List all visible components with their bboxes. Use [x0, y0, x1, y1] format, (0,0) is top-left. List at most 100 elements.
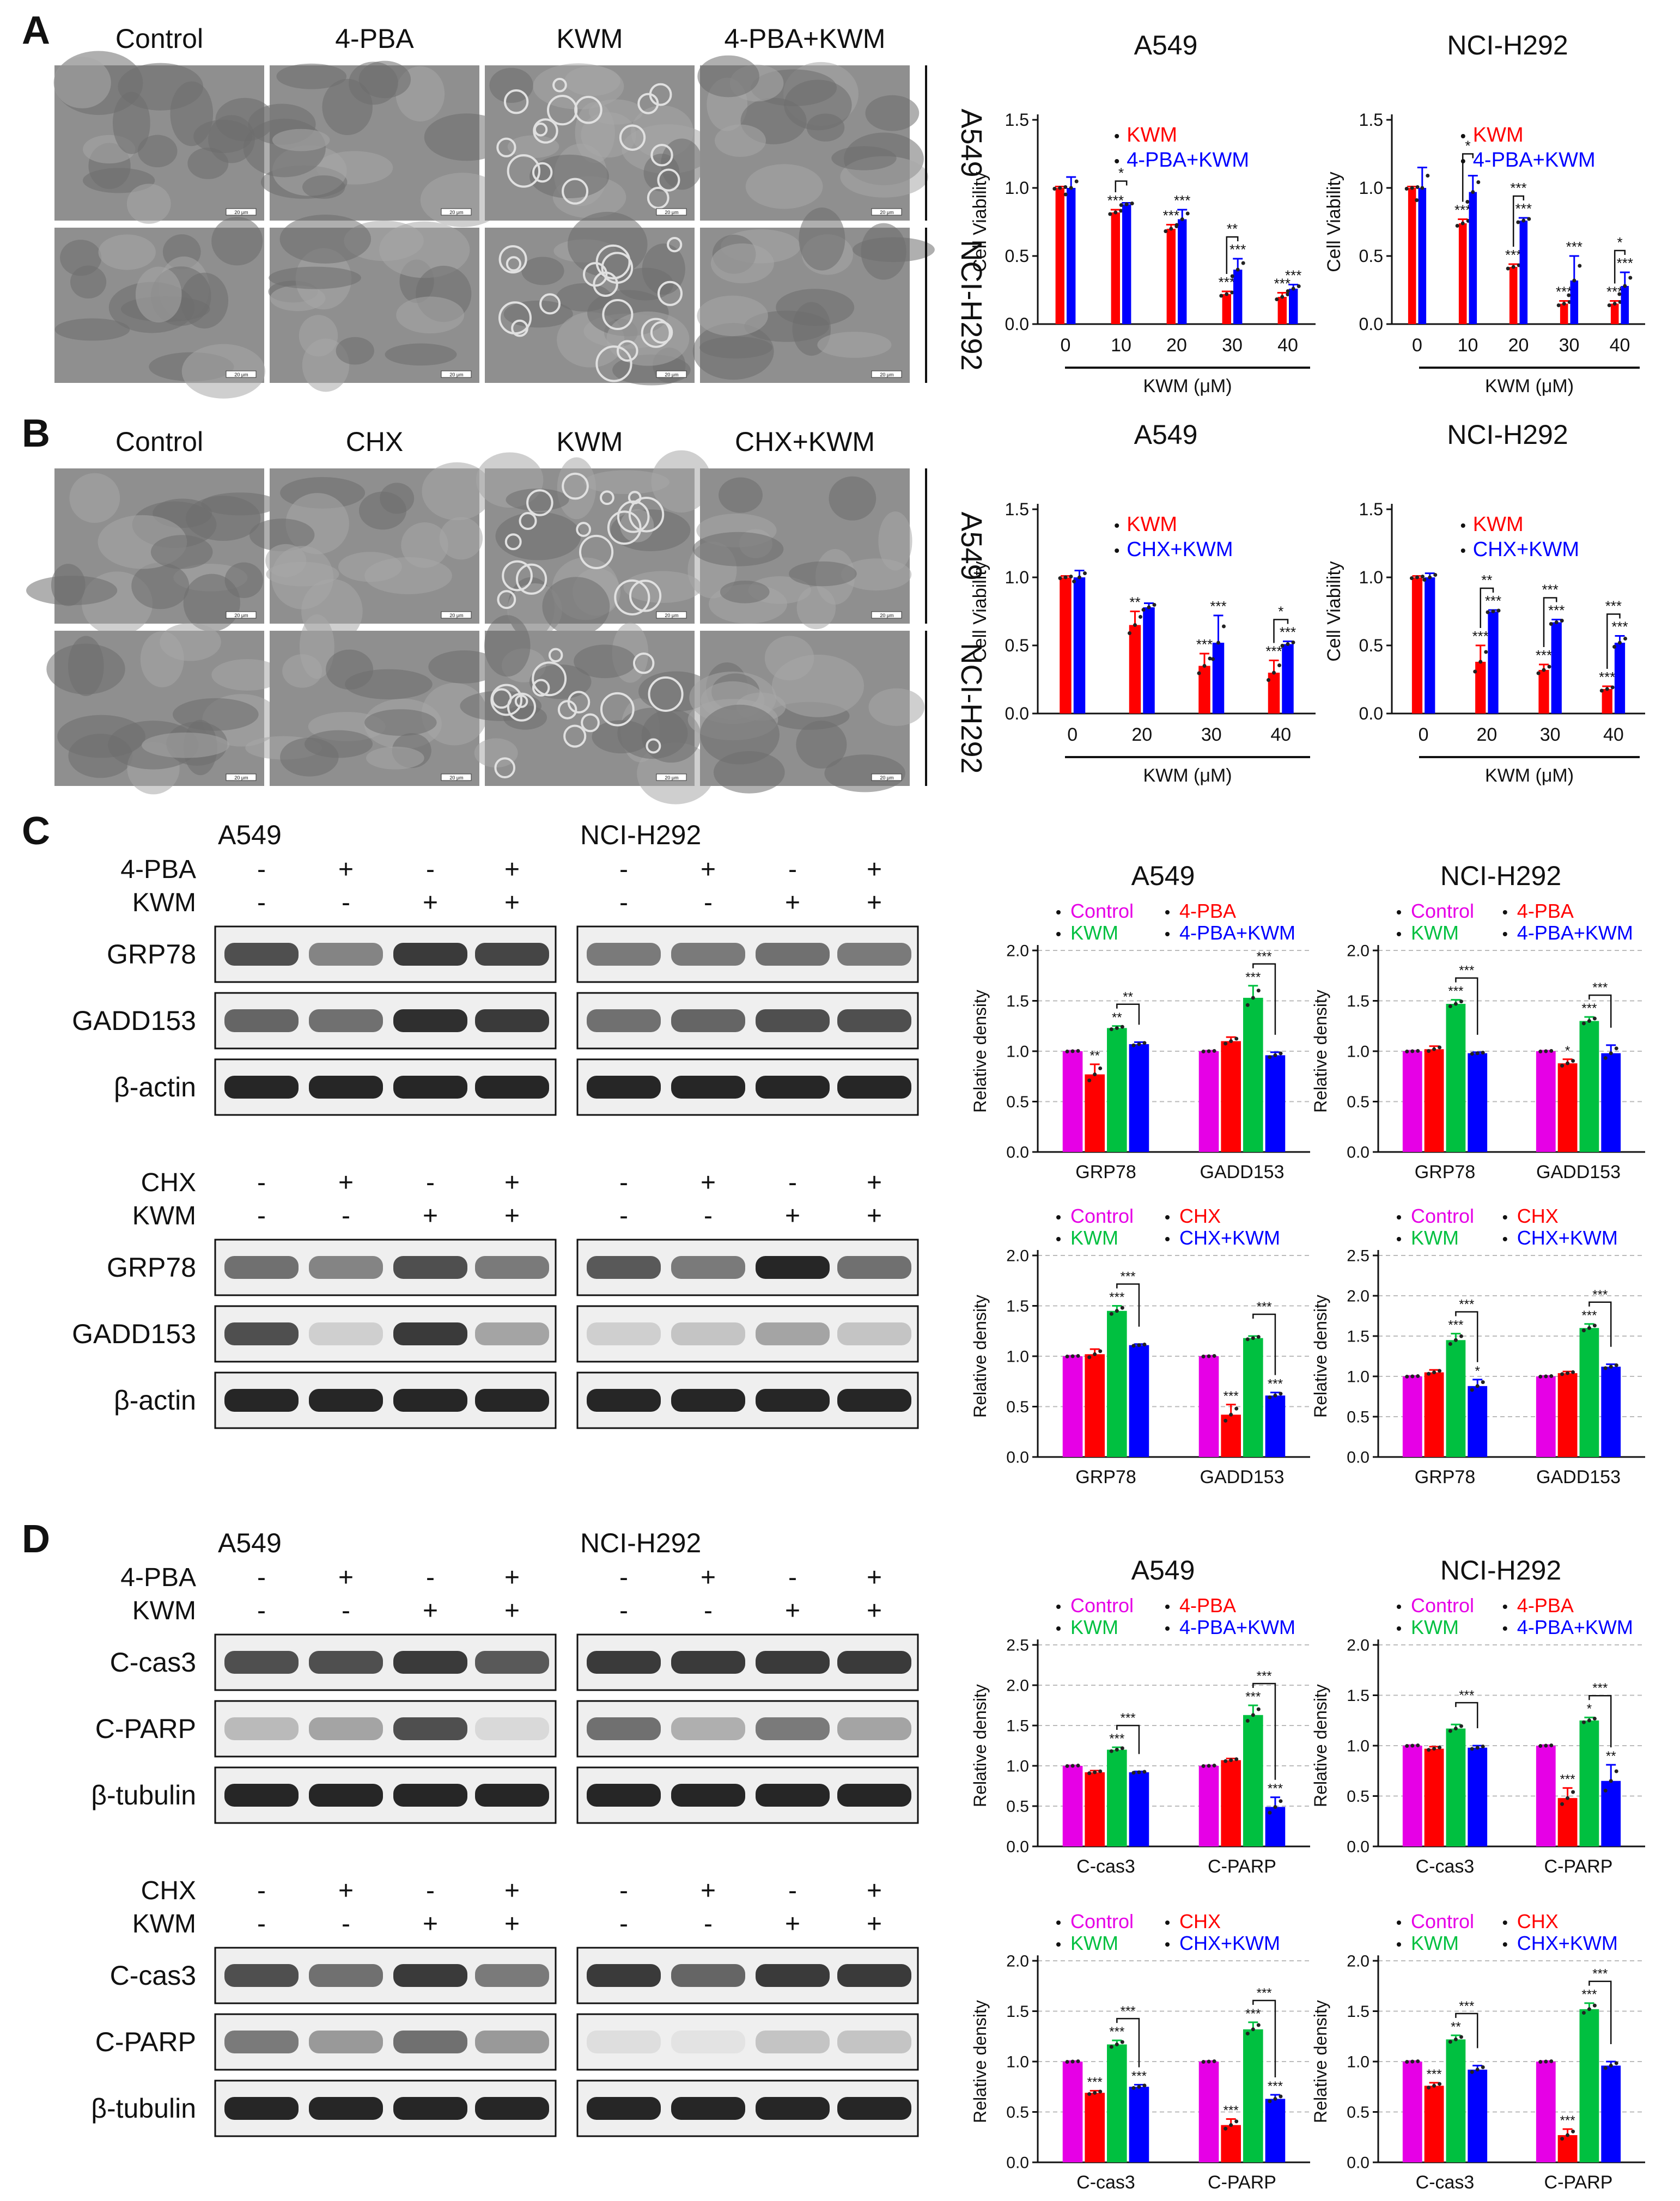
bar: [1055, 188, 1064, 324]
treatment-label: KWM: [132, 1910, 196, 1938]
legend-marker: [1502, 1626, 1507, 1631]
data-point: [1617, 292, 1622, 296]
scale-bar-label: 20 μm: [665, 372, 678, 377]
scale-bar-label: 20 μm: [449, 613, 463, 618]
data-point: [1603, 2066, 1608, 2070]
blot-strip: [214, 2013, 557, 2071]
treatment-sign: -: [257, 1876, 266, 1905]
data-point: [1201, 1355, 1206, 1359]
treatment-sign: +: [423, 1910, 438, 1938]
panel-d: D A549 NCI-H292 4-PBA - + - + - + - + KWM - - + + - - + + C-c…: [22, 1517, 919, 2137]
chart-title: A549: [1134, 30, 1198, 60]
y-tick-label: 2.0: [1006, 1677, 1029, 1695]
data-point: [1212, 1048, 1216, 1053]
bracket-significance: ***: [1459, 1999, 1474, 2014]
data-point: [1180, 217, 1184, 221]
bar: [1198, 1051, 1219, 1152]
data-point: [1256, 1707, 1261, 1711]
scale-bar-label: 20 μm: [880, 613, 893, 618]
y-tick-label: 1.5: [1347, 992, 1369, 1010]
data-point: [1405, 2060, 1409, 2064]
bar: [1067, 188, 1076, 324]
bar: [1107, 2044, 1127, 2162]
micro-column-label: KWM: [556, 426, 623, 457]
significance-label: ***: [1210, 598, 1226, 614]
bar: [1277, 297, 1287, 324]
chart-d1-h292: 0.0 0.5 1.0 1.5 2.0 Relative density NCI-H292 *…: [1311, 1555, 1645, 1877]
treatment-sign: +: [504, 1910, 520, 1938]
y-tick-label: 1.0: [1005, 178, 1029, 198]
significance-label: ***: [1174, 192, 1190, 209]
data-point: [1484, 650, 1488, 654]
legend-label: Control: [1070, 900, 1134, 922]
data-point: [1241, 261, 1245, 265]
legend-marker: [1115, 159, 1119, 163]
scale-bar-label: 20 μm: [880, 372, 893, 377]
data-point: [1093, 2090, 1097, 2095]
data-point: [1470, 1052, 1474, 1056]
data-point: [1279, 2094, 1283, 2099]
data-point: [1115, 1309, 1119, 1313]
data-point: [1208, 656, 1212, 661]
legend-label: Control: [1070, 1910, 1134, 1932]
data-point: [1065, 1764, 1069, 1768]
data-point: [1416, 1743, 1420, 1747]
legend-marker: [1056, 1215, 1061, 1220]
data-point: [1141, 608, 1146, 612]
data-point: [1609, 1779, 1613, 1783]
data-point: [1427, 1371, 1431, 1376]
panel-letter: C: [22, 809, 50, 853]
comparison-bracket: [1588, 1301, 1612, 1347]
data-point: [1603, 1366, 1608, 1370]
data-point: [1130, 202, 1134, 205]
micro-column-label: Control: [115, 426, 203, 457]
data-point: [1268, 1055, 1272, 1059]
treatment-sign: +: [701, 1563, 716, 1592]
data-point: [1614, 2061, 1618, 2065]
bar: [1268, 673, 1280, 714]
x-tick-label: GADD153: [1536, 1467, 1621, 1487]
chart-title: NCI-H292: [1447, 30, 1568, 60]
significance-label: ***: [1280, 624, 1296, 641]
blot-strip: [576, 925, 919, 983]
significance-label: ***: [1109, 2025, 1124, 2039]
data-point: [1109, 2045, 1113, 2049]
data-point: [1087, 1078, 1092, 1083]
bar: [1402, 1376, 1422, 1457]
panel-letter: A: [22, 9, 50, 52]
y-tick-label: 0.0: [1359, 704, 1383, 723]
comparison-bracket: [1252, 963, 1276, 1035]
data-point: [1614, 1363, 1618, 1368]
x-tick-label: 30: [1540, 724, 1561, 745]
legend-marker: [1115, 548, 1119, 553]
micrograph: 20 μm: [687, 631, 925, 794]
y-axis-label: Cell Viability: [970, 172, 990, 272]
data-point: [1115, 2043, 1119, 2047]
treatment-sign: -: [619, 855, 628, 884]
x-tick-label: 20: [1131, 724, 1152, 745]
legend-label: Control: [1070, 1205, 1134, 1227]
x-tick-label: 0: [1419, 724, 1429, 745]
data-point: [1453, 1002, 1458, 1006]
data-point: [1612, 302, 1617, 306]
legend-label: CHX+KWM: [1179, 1227, 1280, 1249]
x-tick-label: 10: [1458, 335, 1478, 356]
comparison-bracket: [1116, 2017, 1140, 2068]
data-point: [1416, 1374, 1420, 1379]
micrograph: 20 μm: [243, 60, 509, 227]
y-tick-label: 1.5: [1359, 110, 1383, 130]
data-point: [1087, 1355, 1092, 1359]
significance-label: ***: [1560, 1772, 1575, 1787]
bracket-significance: ***: [1592, 980, 1608, 995]
micrograph: 20 μm: [54, 217, 266, 399]
data-point: [1185, 211, 1190, 216]
x-tick-label: 30: [1559, 335, 1580, 356]
bar: [1458, 223, 1467, 324]
comparison-bracket: [1455, 2013, 1478, 2048]
comparison-bracket: [1116, 1003, 1140, 1025]
bar: [1424, 1372, 1444, 1457]
blot-strip: [214, 1058, 557, 1116]
data-point: [1131, 1771, 1136, 1775]
